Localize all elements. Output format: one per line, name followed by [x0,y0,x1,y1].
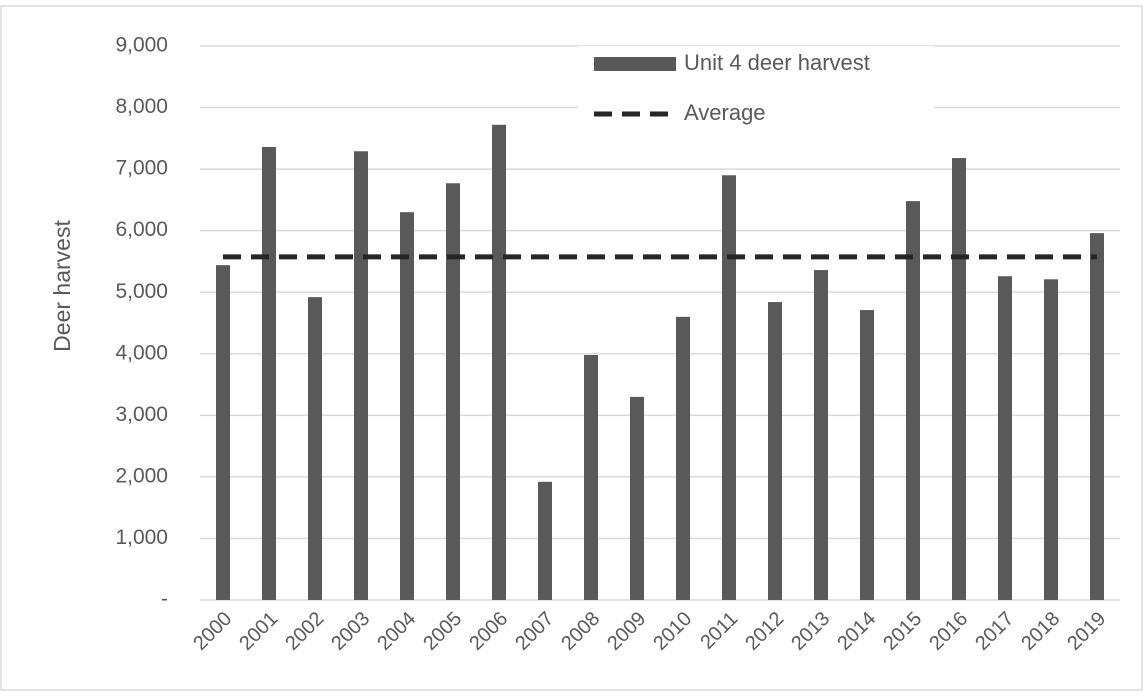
bar [446,183,460,600]
y-tick-label: 9,000 [115,34,168,57]
bar [768,302,782,600]
legend-swatch [594,57,676,71]
bar [538,481,552,600]
bar [630,396,644,600]
y-tick-label: 4,000 [115,341,168,364]
bar [400,212,414,600]
bar [998,276,1012,600]
bar [262,146,276,600]
bar [860,310,874,600]
bar [492,124,506,601]
y-tick-label: 8,000 [115,95,168,118]
y-tick-label: 6,000 [115,218,168,241]
bar [722,175,736,600]
bar [308,297,322,600]
bar [216,265,230,600]
bar [952,158,966,600]
bar [1044,279,1058,600]
legend-label: Unit 4 deer harvest [684,50,870,75]
y-tick-label: 3,000 [115,403,168,426]
y-tick-label: 2,000 [115,464,168,487]
y-tick-label: - [161,588,168,611]
y-axis-label: Deer harvest [49,220,75,352]
y-tick-label: 1,000 [115,526,168,549]
bar [1090,233,1104,600]
bar [354,151,368,600]
bar [584,355,598,600]
legend-label: Average [684,100,766,125]
bar [814,270,828,600]
bar [906,201,920,600]
y-tick-label: 5,000 [115,280,168,303]
chart-border [0,5,1143,691]
y-tick-label: 7,000 [115,157,168,180]
bar [676,316,690,600]
